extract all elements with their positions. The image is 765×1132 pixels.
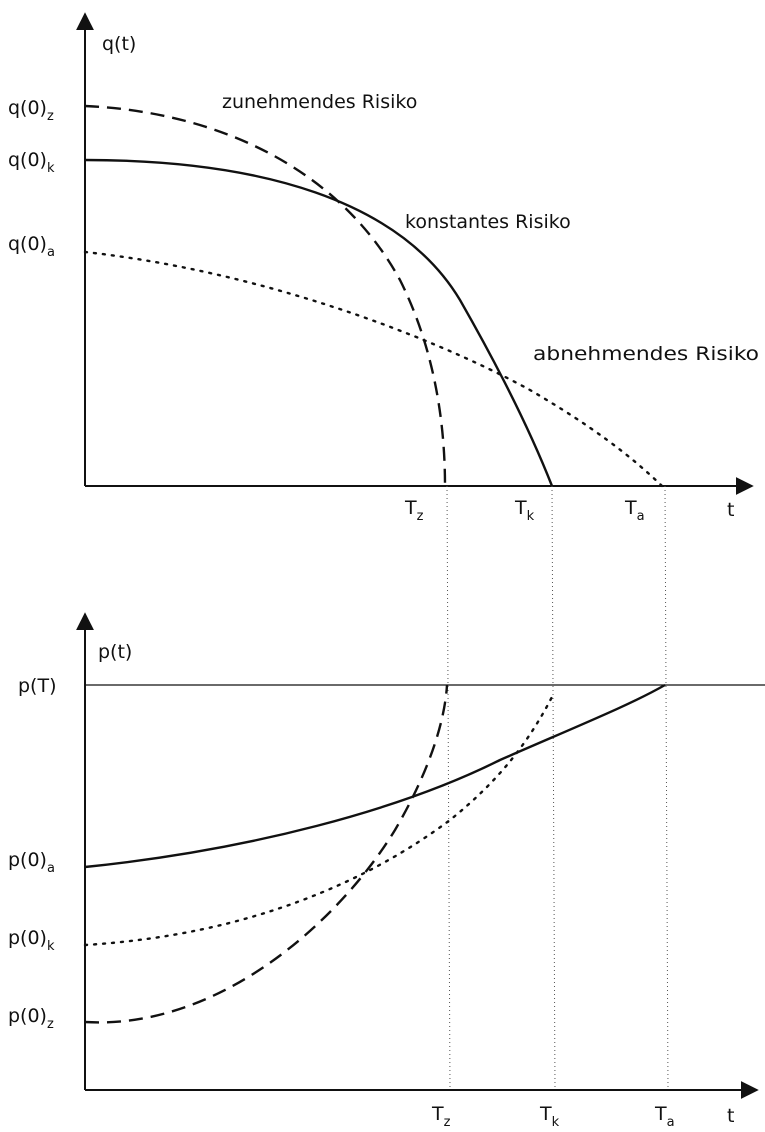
label-increasing-risk: zunehmendes Risiko: [222, 91, 417, 113]
label-constant-risk: konstantes Risiko: [405, 211, 571, 233]
upper-ytick-qz: q(0)z: [8, 97, 54, 124]
upper-xtick-tk: Tk: [514, 497, 535, 524]
lower-xtick-tk: Tk: [539, 1103, 560, 1130]
upper-x-axis-label: t: [727, 499, 734, 521]
lower-top-label: p(T): [18, 675, 57, 697]
lower-x-axis-label: t: [727, 1105, 734, 1127]
upper-xtick-tz: Tz: [404, 497, 424, 524]
upper-curve-constant: [84, 158, 554, 487]
upper-ytick-qk: q(0)k: [8, 149, 55, 176]
upper-xtick-ta: Ta: [624, 497, 645, 524]
upper-curve-decreasing: [83, 250, 664, 488]
guide-tk: [551, 485, 556, 1091]
upper-ytick-qa: q(0)a: [8, 233, 55, 260]
lower-y-axis-label: p(t): [98, 641, 132, 663]
lower-curve-constant-dotted: [83, 693, 555, 947]
lower-xtick-ta: Ta: [654, 1103, 675, 1130]
lower-curve-increasing-dashed: [84, 684, 449, 1024]
guide-lines: [446, 485, 669, 1091]
lower-ytick-pa: p(0)a: [8, 849, 55, 876]
upper-curve-increasing: [84, 104, 447, 487]
guide-tz: [446, 485, 451, 1091]
label-decreasing-risk: abnehmendes Risiko: [533, 343, 759, 365]
lower-xtick-tz: Tz: [431, 1103, 451, 1130]
lower-ytick-pz: p(0)z: [8, 1005, 54, 1032]
guide-ta: [664, 485, 669, 1091]
upper-panel: q(t) t q(0)z q(0)k q(0)a Tz Tk Ta zunehm…: [8, 12, 759, 524]
upper-y-axis-label: q(t): [102, 33, 136, 55]
lower-ytick-pk: p(0)k: [8, 927, 55, 954]
lower-panel: p(t) t p(T) p(0)a p(0)k p(0)z Tz Tk Ta: [8, 612, 765, 1130]
lower-curve-decreasing-solid: [84, 683, 666, 869]
